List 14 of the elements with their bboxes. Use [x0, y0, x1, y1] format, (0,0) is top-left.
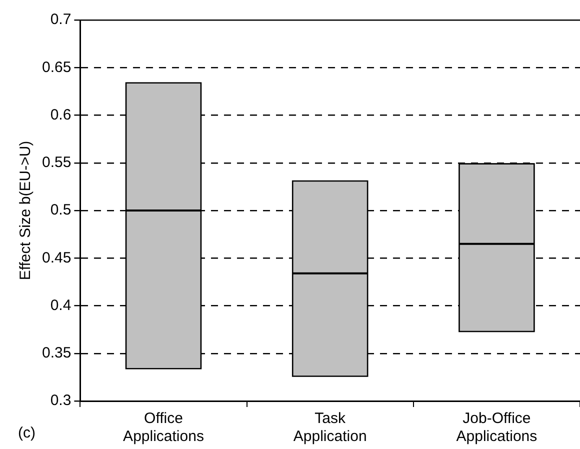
x-tick-label: Office Applications — [123, 410, 204, 446]
x-tick-label: Task Application — [293, 410, 367, 446]
text: (c) — [18, 424, 36, 442]
y-tick-label: 0.4 — [50, 296, 72, 314]
y-tick-label: 0.45 — [42, 249, 72, 266]
y-tick-label: 0.65 — [42, 58, 72, 76]
y-axis-title: Effect Size b(EU->U) — [17, 140, 34, 280]
y-tick-label: 0.5 — [50, 202, 72, 219]
y-tick-label: 0.35 — [42, 344, 72, 362]
y-tick-label: 0.7 — [50, 11, 72, 28]
y-tick-label: 0.6 — [50, 106, 72, 124]
y-tick-label: 0.3 — [50, 392, 72, 410]
y-tick-label: 0.55 — [42, 154, 72, 172]
x-tick-label: Job-Office Applications — [456, 410, 538, 446]
